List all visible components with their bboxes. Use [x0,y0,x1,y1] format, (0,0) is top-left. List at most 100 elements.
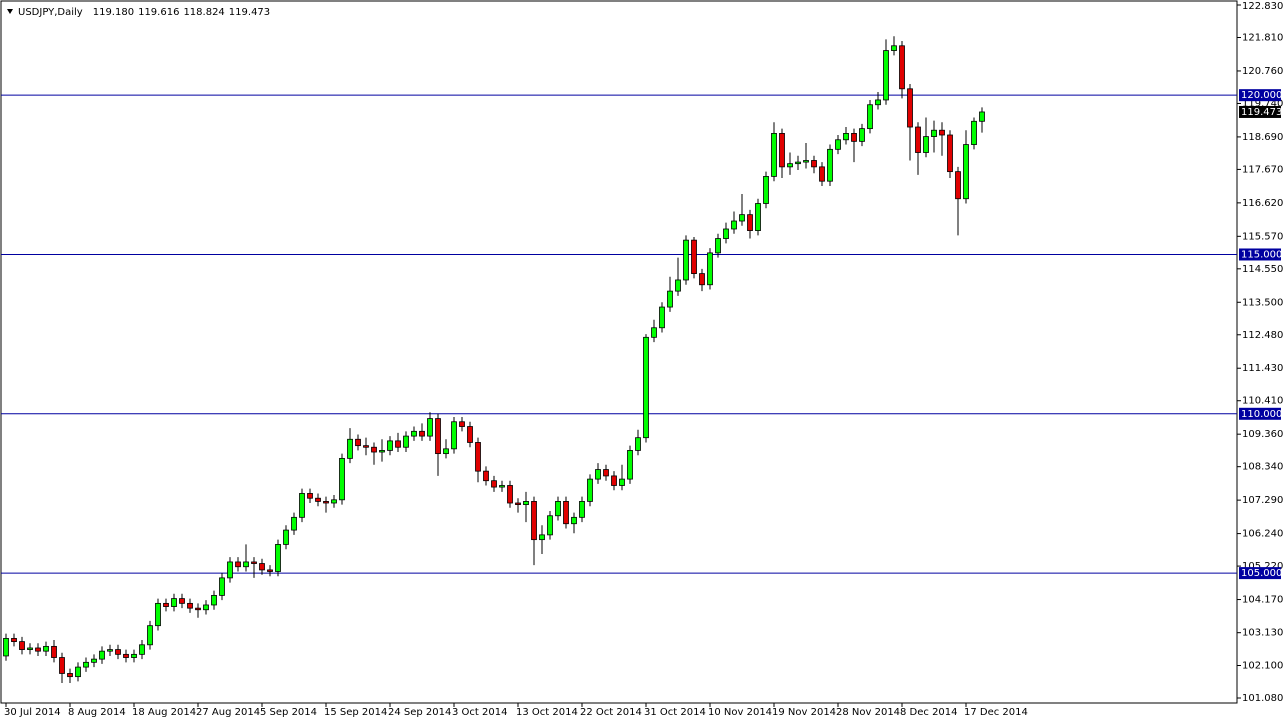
level-label: 110.000 [1241,409,1282,420]
candle-body [915,126,921,153]
candle-body [603,469,609,477]
candle-body [947,134,953,173]
candle-body [659,306,665,329]
candle-body [939,129,945,136]
candle-body [75,666,81,678]
x-tick-label: 24 Sep 2014 [388,707,451,718]
candle-body [259,563,265,571]
y-tick-label: 106.240 [1242,529,1283,540]
candle-body [491,480,497,488]
candle-body [123,653,129,658]
candle-body [267,569,273,572]
candle-body [859,128,865,142]
y-tick-label: 109.360 [1242,429,1283,440]
candle-body [803,160,809,163]
x-tick-label: 19 Nov 2014 [772,707,836,718]
candle-body [731,220,737,230]
candle-body [667,290,673,308]
candle-body [787,163,793,168]
candle-body [907,88,913,128]
y-tick-label: 116.620 [1242,198,1283,209]
candle-body [187,602,193,609]
candle-body [587,478,593,502]
level-label-box [1239,567,1281,580]
candle-body [499,485,505,488]
level-label: 115.000 [1241,249,1282,260]
candle-body [699,273,705,286]
candle-body [379,450,385,453]
candle-body [963,144,969,200]
candle-body [211,595,217,606]
y-tick-label: 110.410 [1242,396,1283,407]
candle-body [579,501,585,518]
candle-body [979,111,985,122]
candle-body [451,421,457,450]
candle-body [243,561,249,568]
y-tick-label: 119.740 [1242,98,1283,109]
x-tick-label: 31 Oct 2014 [644,707,706,718]
candle-body [899,45,905,90]
y-tick-label: 121.810 [1242,32,1283,43]
candle-body [771,133,777,177]
candle-body [203,604,209,611]
candle-body [643,336,649,439]
candle-body [891,45,897,51]
x-tick-label: 8 Aug 2014 [68,707,126,718]
y-tick-label: 111.430 [1242,363,1283,374]
candle-body [507,485,513,504]
candle-body [723,228,729,239]
candle-body [195,607,201,611]
candle-body [43,645,49,652]
candle-body [867,104,873,130]
candle-body [883,50,889,101]
candle-body [875,99,881,106]
x-tick-label: 28 Nov 2014 [836,707,900,718]
candle-body [251,561,257,564]
y-tick-label: 104.170 [1242,595,1283,606]
header-value: 119.473 [229,7,270,18]
candle-body [219,577,225,596]
candle-body [923,136,929,153]
candle-body [299,493,305,518]
candle-body [595,469,601,480]
candle-body [443,448,449,455]
candle-body [755,203,761,231]
candle-body [163,602,169,607]
candle-body [795,161,801,165]
y-tick-label: 112.480 [1242,330,1283,341]
candle-body [611,475,617,486]
candle-body [51,645,57,658]
x-tick-label: 17 Dec 2014 [964,707,1028,718]
x-tick-label: 27 Aug 2014 [196,707,260,718]
header-value: 118.824 [183,7,224,18]
candle-body [107,649,113,652]
candle-body [99,650,105,660]
candle-body [307,493,313,499]
candle-body [155,602,161,627]
header-value: 119.180 [93,7,134,18]
candle-body [315,497,321,502]
candle-body [747,214,753,231]
level-label-box [1239,89,1281,102]
y-tick-label: 115.570 [1242,231,1283,242]
level-label: 105.000 [1241,568,1282,579]
candle-body [531,501,537,541]
candle-body [227,561,233,579]
candle-body [171,598,177,607]
candle-body [147,625,153,646]
candle-body [619,478,625,486]
candle-body [707,252,713,286]
y-tick-label: 120.760 [1242,66,1283,77]
candle-body [459,421,465,427]
candle-body [971,120,977,145]
price-label-box [1239,105,1281,118]
menu-arrow[interactable] [7,9,13,14]
x-tick-label: 30 Jul 2014 [4,707,61,718]
candle-body [483,470,489,482]
candle-body [275,544,281,572]
candle-body [851,133,857,142]
candle-body [555,501,561,517]
candle-body [683,239,689,281]
candle-body [27,647,33,650]
